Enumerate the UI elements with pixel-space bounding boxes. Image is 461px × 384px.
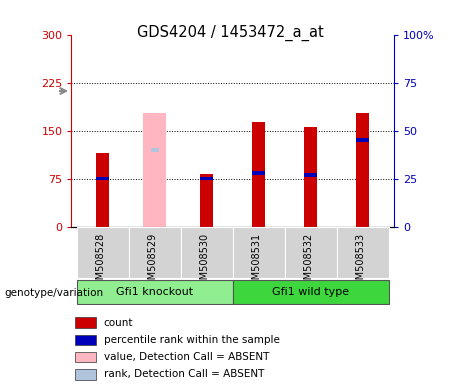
Bar [75, 352, 96, 362]
Bar [96, 153, 109, 227]
Text: GSM508531: GSM508531 [251, 233, 261, 292]
Bar [233, 280, 389, 304]
Bar [200, 174, 213, 227]
Bar [77, 280, 233, 304]
Bar [252, 171, 266, 175]
Bar [75, 369, 96, 379]
Text: Gfi1 knockout: Gfi1 knockout [116, 287, 193, 297]
Text: genotype/variation: genotype/variation [5, 288, 104, 298]
Bar [77, 227, 129, 278]
Bar [181, 227, 233, 278]
Bar [304, 127, 317, 227]
Text: GSM508530: GSM508530 [200, 233, 209, 292]
Bar [337, 227, 389, 278]
Text: rank, Detection Call = ABSENT: rank, Detection Call = ABSENT [104, 369, 264, 379]
Bar [285, 227, 337, 278]
Bar [252, 122, 266, 227]
Text: GSM508532: GSM508532 [303, 233, 313, 292]
Bar [304, 173, 317, 177]
Text: GSM508528: GSM508528 [95, 233, 105, 292]
Bar [233, 227, 285, 278]
Bar [200, 177, 213, 180]
Text: GSM508533: GSM508533 [355, 233, 366, 292]
Bar [151, 148, 159, 152]
Text: Gfi1 wild type: Gfi1 wild type [272, 287, 349, 297]
Bar [356, 113, 369, 227]
Text: count: count [104, 318, 133, 328]
Bar [143, 113, 166, 227]
Text: percentile rank within the sample: percentile rank within the sample [104, 335, 279, 345]
Bar [75, 334, 96, 345]
Text: GSM508529: GSM508529 [148, 233, 157, 292]
Bar [129, 227, 181, 278]
Bar [356, 138, 369, 142]
Bar [75, 317, 96, 328]
Text: value, Detection Call = ABSENT: value, Detection Call = ABSENT [104, 352, 269, 362]
Bar [96, 177, 109, 180]
Text: GDS4204 / 1453472_a_at: GDS4204 / 1453472_a_at [137, 25, 324, 41]
